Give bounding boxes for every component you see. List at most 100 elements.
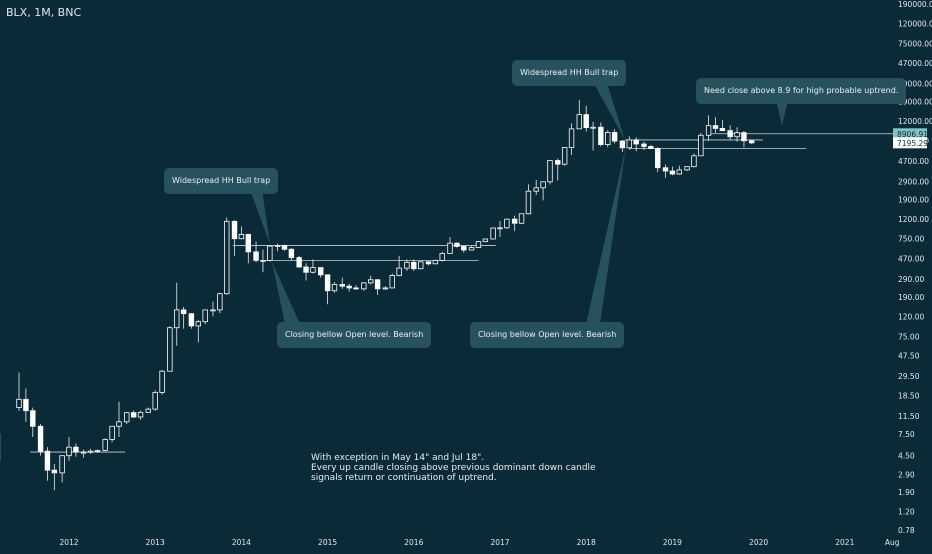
candle[interactable] (417, 261, 424, 270)
candle[interactable] (590, 121, 596, 151)
candle[interactable] (511, 215, 518, 231)
candle[interactable] (310, 259, 316, 274)
candle[interactable] (59, 455, 65, 483)
candle[interactable] (116, 401, 122, 437)
candle[interactable] (361, 282, 367, 291)
candle[interactable] (346, 283, 352, 292)
candle[interactable] (174, 282, 180, 346)
candle[interactable] (389, 273, 395, 289)
candle[interactable] (719, 120, 726, 132)
candle[interactable] (130, 410, 137, 418)
candle[interactable] (568, 123, 575, 155)
candle[interactable] (109, 425, 115, 443)
candle[interactable] (51, 463, 58, 491)
candle[interactable] (662, 164, 669, 178)
candle[interactable] (23, 388, 29, 422)
candle[interactable] (540, 181, 546, 201)
candle[interactable] (94, 449, 101, 453)
candle[interactable] (231, 220, 238, 256)
candle[interactable] (188, 313, 195, 329)
candle[interactable] (44, 447, 51, 481)
candle[interactable] (583, 105, 589, 132)
candle[interactable] (339, 277, 345, 289)
candle[interactable] (274, 243, 281, 252)
candle[interactable] (202, 309, 208, 325)
candle[interactable] (598, 122, 604, 147)
candle[interactable] (80, 449, 87, 458)
candle[interactable] (159, 369, 165, 395)
candle[interactable] (16, 372, 22, 411)
candle[interactable] (749, 139, 755, 144)
candle[interactable] (253, 241, 259, 263)
candle[interactable] (66, 436, 72, 461)
candle[interactable] (324, 274, 331, 305)
candle[interactable] (303, 263, 309, 281)
candle[interactable] (705, 115, 712, 142)
candle[interactable] (655, 147, 661, 173)
candle[interactable] (648, 144, 654, 150)
candle[interactable] (124, 412, 130, 424)
candle[interactable] (734, 127, 740, 142)
candle[interactable] (576, 99, 583, 130)
candle[interactable] (547, 160, 553, 185)
candle[interactable] (37, 423, 44, 456)
candle[interactable] (260, 249, 266, 273)
candle[interactable] (561, 147, 568, 166)
candle[interactable] (611, 129, 618, 144)
candle[interactable] (238, 226, 245, 240)
candle[interactable] (145, 407, 152, 413)
candle[interactable] (152, 390, 158, 411)
candle[interactable] (525, 184, 532, 215)
candle[interactable] (712, 117, 719, 133)
candle[interactable] (411, 259, 417, 272)
candle[interactable] (331, 282, 338, 293)
candle[interactable] (504, 218, 510, 230)
candle[interactable] (382, 286, 389, 290)
candle[interactable] (533, 179, 539, 196)
candle[interactable] (669, 166, 676, 176)
candle[interactable] (555, 158, 561, 181)
candle[interactable] (296, 255, 302, 268)
candle[interactable] (447, 237, 453, 254)
candle[interactable] (73, 443, 79, 457)
candle[interactable] (318, 267, 324, 278)
candle[interactable] (367, 275, 374, 285)
candle[interactable] (30, 407, 36, 437)
candle[interactable] (727, 125, 733, 140)
candle[interactable] (461, 246, 467, 253)
candle[interactable] (195, 320, 201, 343)
candle[interactable] (633, 137, 639, 152)
candle[interactable] (210, 301, 216, 317)
candle[interactable] (180, 306, 187, 329)
candle[interactable] (217, 292, 223, 314)
candle[interactable] (454, 242, 460, 248)
candle[interactable] (698, 132, 704, 157)
candle[interactable] (87, 448, 94, 454)
candle[interactable] (619, 139, 626, 152)
candle[interactable] (167, 326, 173, 372)
candle[interactable] (288, 248, 295, 261)
candle[interactable] (490, 227, 496, 240)
candle[interactable] (396, 255, 402, 277)
candle[interactable] (626, 136, 632, 150)
candle[interactable] (468, 246, 475, 251)
candle[interactable] (374, 279, 381, 295)
candle[interactable] (102, 438, 108, 452)
candle[interactable] (245, 233, 251, 264)
candle[interactable] (432, 259, 439, 265)
candle[interactable] (475, 241, 482, 248)
candle[interactable] (404, 259, 410, 272)
candle[interactable] (425, 261, 432, 266)
candle[interactable] (267, 245, 273, 262)
candle[interactable] (684, 166, 690, 172)
candle[interactable] (691, 153, 697, 168)
candle[interactable] (741, 131, 747, 148)
candle[interactable] (353, 285, 359, 290)
candle[interactable] (137, 410, 144, 420)
candle[interactable] (439, 251, 445, 262)
candle[interactable] (224, 217, 230, 295)
candle[interactable] (518, 213, 525, 225)
candle[interactable] (676, 165, 682, 175)
candle[interactable] (497, 220, 503, 238)
